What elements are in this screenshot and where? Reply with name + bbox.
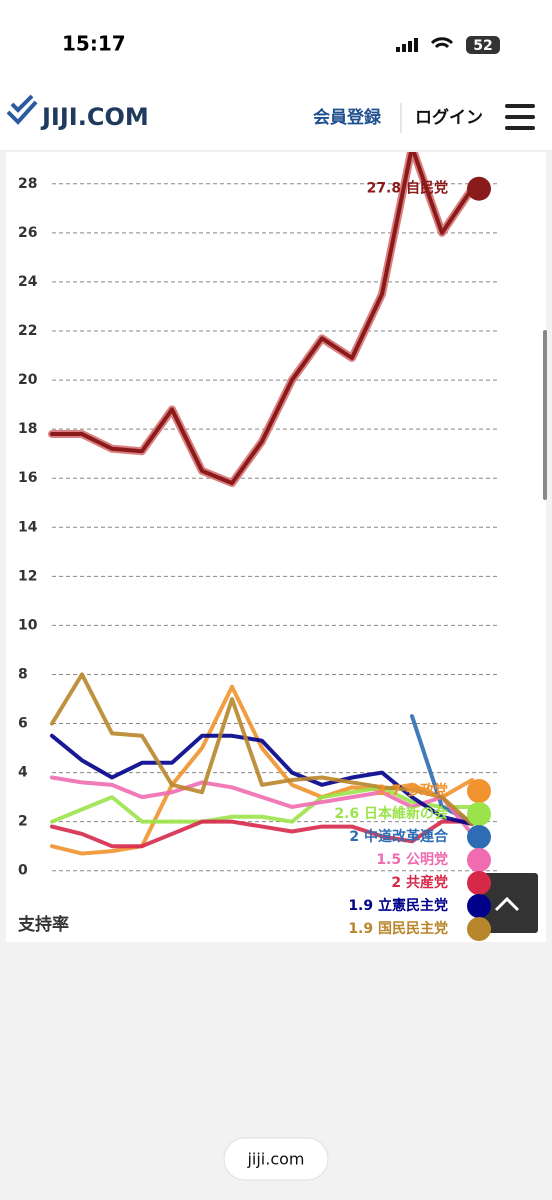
end-label-value: 1.5 — [376, 852, 401, 868]
register-link[interactable]: 会員登録 — [313, 107, 382, 128]
end-dot — [467, 894, 491, 918]
end-dot — [467, 917, 491, 941]
series-line — [50, 785, 474, 824]
legend-entry: 立憲民主党 — [378, 897, 448, 914]
y-tick-label: 20 — [18, 372, 38, 388]
end-label: 2 共産党 — [391, 874, 448, 891]
back-to-top-arrow — [494, 896, 520, 912]
end-dot — [467, 779, 491, 803]
y-tick-label: 18 — [18, 421, 37, 437]
end-label-value: 2 — [391, 875, 401, 891]
legend-entry: 自民党 — [406, 180, 448, 197]
end-label-value: 2.6 — [334, 806, 359, 822]
top-bar — [0, 0, 552, 152]
y-tick-label: 2 — [18, 814, 28, 830]
series-line — [50, 819, 474, 849]
end-label: 1.9 国民民主党 — [348, 920, 448, 937]
status-time: 15:17 — [62, 32, 126, 56]
y-tick-label: 16 — [18, 470, 37, 486]
legend-entry: 共産党 — [406, 874, 448, 891]
menu-button[interactable] — [505, 104, 535, 130]
y-tick-label: 6 — [18, 716, 28, 732]
end-label-value: 27.8 — [367, 181, 402, 197]
login-link[interactable]: ログイン — [415, 107, 483, 128]
end-dot — [467, 825, 491, 849]
end-label: 27.8 自民党 — [367, 180, 448, 197]
end-label: 1.5 公明党 — [376, 851, 448, 868]
battery-level: 52 — [473, 38, 492, 54]
battery-icon — [466, 36, 500, 54]
legend-entry: 中道改革連合 — [364, 828, 449, 845]
y-tick-label: 24 — [18, 274, 38, 290]
end-dot — [467, 176, 491, 201]
end-label-value: 3.7 — [376, 783, 401, 799]
end-label: 1.9 立憲民主党 — [348, 897, 448, 914]
y-tick-label: 10 — [18, 617, 38, 633]
scrollbar — [543, 330, 547, 500]
series-line — [50, 672, 474, 827]
url: jiji.com — [246, 1150, 304, 1169]
y-tick-label: 28 — [18, 176, 37, 192]
y-tick-label: 4 — [18, 765, 28, 781]
wifi-icon — [430, 37, 454, 49]
logo[interactable]: JIJI.COM — [40, 103, 149, 131]
series-line — [50, 152, 474, 486]
logo-icon — [6, 94, 38, 125]
end-dot — [467, 848, 491, 872]
end-label-value: 1.9 — [348, 921, 373, 937]
y-tick-label: 12 — [18, 568, 37, 584]
back-to-top[interactable] — [476, 873, 538, 933]
end-label: 2 中道改革連合 — [349, 828, 449, 845]
y-tick-label: 8 — [18, 666, 28, 682]
end-label-value: 2 — [349, 829, 359, 845]
end-dot — [467, 802, 491, 826]
y-tick-label: 26 — [18, 225, 37, 241]
signal-icon — [396, 38, 418, 52]
legend-entry: 公明党 — [406, 851, 448, 868]
end-label-value: 1.9 — [348, 898, 373, 914]
legend-entry: 国民民主党 — [378, 920, 448, 937]
legend-entry: 日本維新の会 — [364, 805, 449, 822]
url-pill[interactable] — [223, 1137, 329, 1181]
end-label: 3.7 参政党 — [376, 782, 448, 799]
y-axis-label: 支持率 — [18, 914, 69, 935]
series-line — [50, 775, 474, 836]
y-tick-label: 0 — [18, 863, 28, 879]
legend-entry: 参政党 — [406, 782, 448, 799]
y-tick-label: 14 — [18, 519, 38, 535]
end-label: 2.6 日本維新の会 — [334, 805, 449, 822]
y-tick-label: 22 — [18, 323, 37, 339]
end-dot — [467, 871, 491, 895]
